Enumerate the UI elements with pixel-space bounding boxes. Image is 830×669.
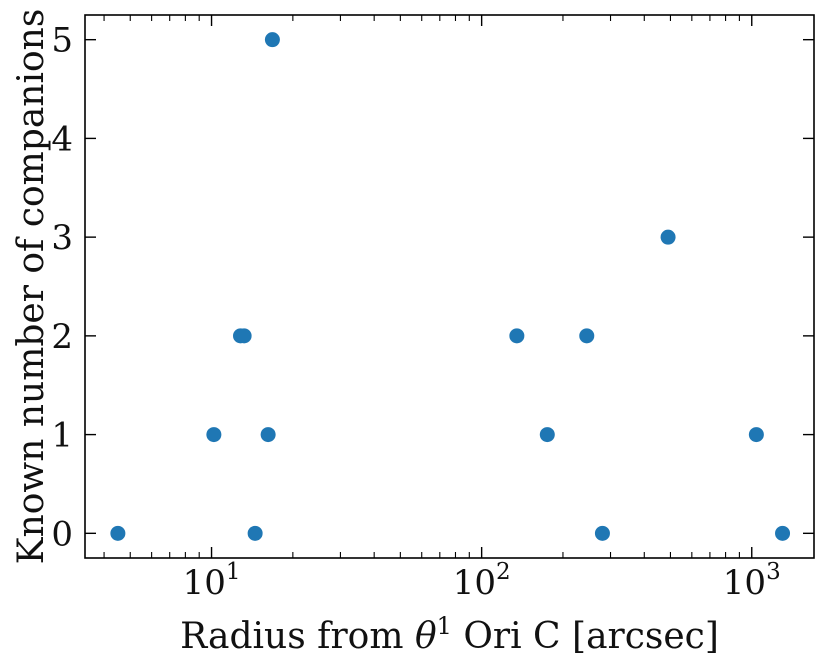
y-tick-label: 1	[51, 416, 73, 456]
x-axis-label-text-tail: Ori C [arcsec]	[452, 616, 719, 657]
plot-frame	[84, 14, 815, 559]
y-tick-label: 2	[51, 317, 73, 357]
y-axis-label: Known number of companions	[11, 9, 52, 565]
y-tick-label: 0	[51, 514, 73, 554]
data-points	[110, 32, 791, 541]
x-tick-label: 103	[723, 559, 781, 603]
y-tick-label: 4	[51, 119, 73, 159]
x-axis-label-superscript: 1	[437, 612, 452, 640]
data-point	[509, 328, 525, 344]
data-point	[206, 427, 222, 443]
data-point	[594, 525, 610, 541]
y-tick-label: 5	[51, 21, 73, 61]
data-point	[775, 525, 791, 541]
y-tick-label: 3	[51, 218, 73, 258]
data-point	[260, 427, 276, 443]
data-point	[748, 427, 764, 443]
axis-ticks	[85, 15, 814, 558]
x-tick-label: 102	[453, 559, 511, 603]
data-point	[579, 328, 595, 344]
x-axis-label-text: Radius from	[180, 616, 415, 657]
x-axis-label: Radius from θ1 Ori C [arcsec]	[180, 612, 719, 657]
axis-tick-labels: 101 102 103 0 1 2 3 4 5	[51, 21, 780, 603]
data-point	[247, 525, 263, 541]
x-axis-label-theta: θ	[415, 616, 437, 657]
x-tick-label: 101	[183, 559, 241, 603]
data-point	[660, 229, 676, 245]
data-point	[264, 32, 280, 48]
data-point	[236, 328, 252, 344]
data-point	[110, 525, 126, 541]
data-point	[539, 427, 555, 443]
